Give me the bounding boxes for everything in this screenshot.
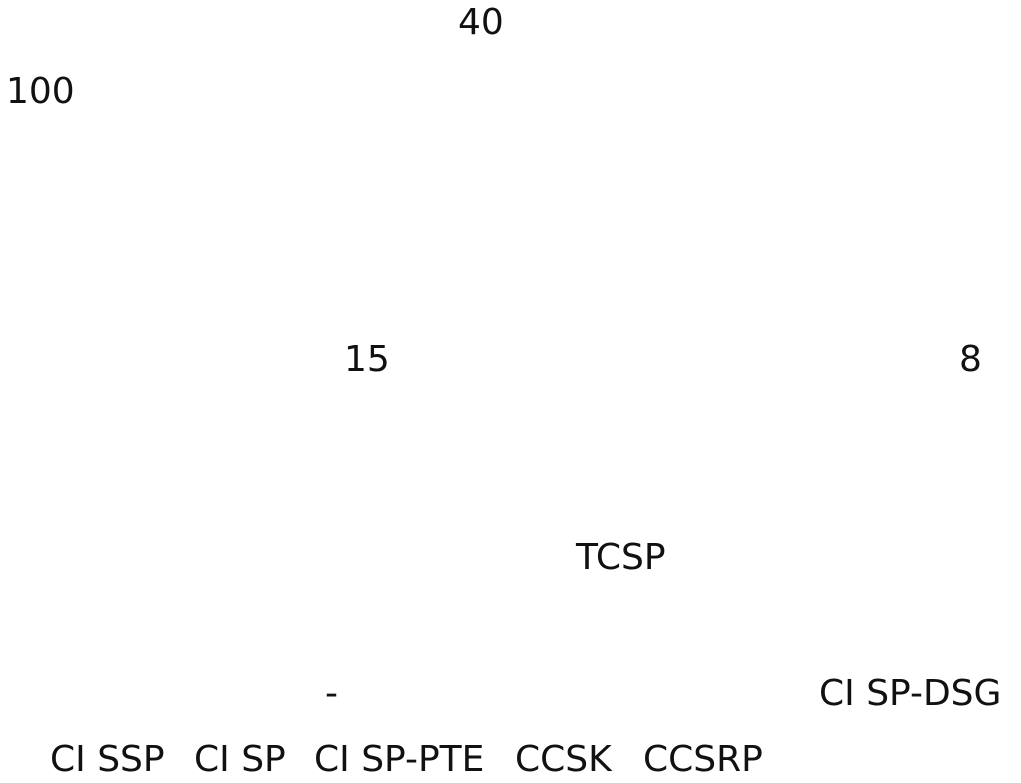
text-fragment-ccsrp: CCSRP: [643, 739, 763, 780]
text-fragment-100: 100: [6, 71, 75, 112]
text-fragment-tcsp: TCSP: [576, 537, 666, 578]
text-fragment-ccsk: CCSK: [515, 739, 612, 780]
text-fragment-cisp-dsg: CI SP-DSG: [819, 673, 1002, 714]
text-fragment-dash: -: [325, 673, 338, 714]
text-fragment-40: 40: [458, 2, 504, 43]
text-fragment-8: 8: [959, 339, 982, 380]
text-fragment-15: 15: [344, 339, 390, 380]
text-fragment-cisp: CI SP: [194, 739, 286, 780]
text-fragment-cisp-pte: CI SP-PTE: [314, 739, 485, 780]
text-fragment-cissp: CI SSP: [50, 739, 165, 780]
